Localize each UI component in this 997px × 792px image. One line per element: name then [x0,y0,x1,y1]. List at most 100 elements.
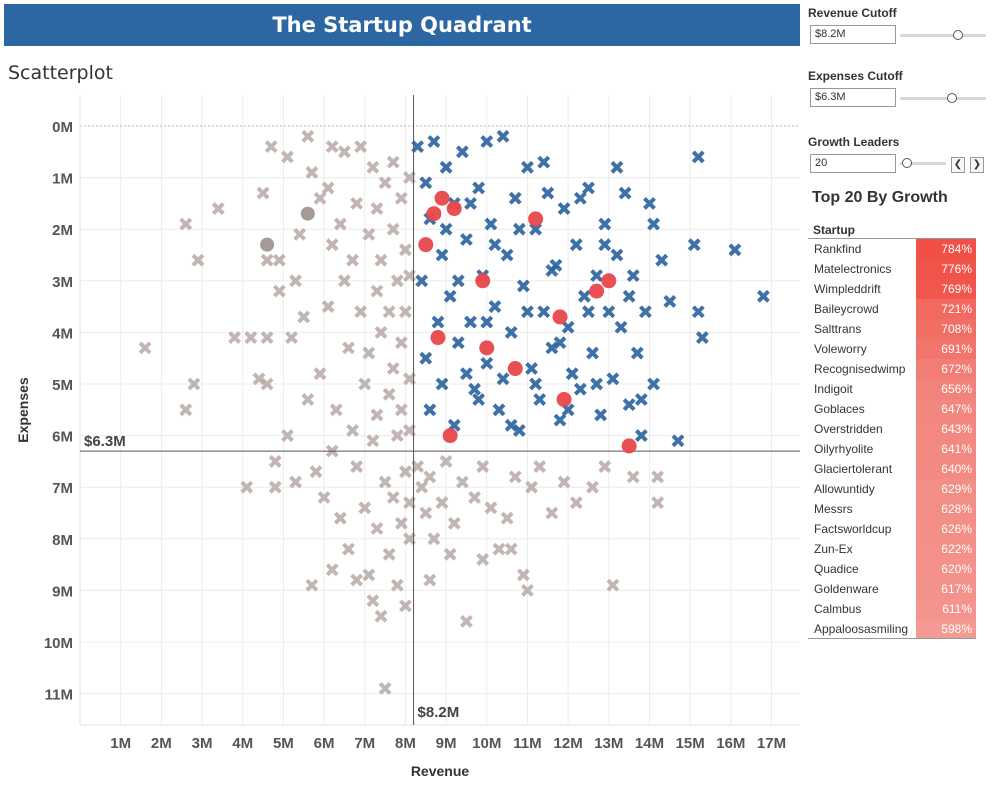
startup-point[interactable] [606,578,620,592]
startup-point[interactable] [362,568,376,582]
startup-point[interactable] [525,480,538,494]
table-row[interactable]: Calmbus 611% [808,599,976,619]
startup-point[interactable] [362,346,376,360]
startup-point[interactable] [508,470,522,484]
startup-point[interactable] [435,377,449,391]
startup-point[interactable] [565,367,579,381]
startup-point[interactable] [443,289,457,303]
table-row[interactable]: Matelectronics 776% [808,259,976,279]
startup-point[interactable] [358,377,372,391]
startup-point[interactable] [386,222,400,236]
startup-point[interactable] [386,362,400,375]
startup-point[interactable] [378,176,392,190]
startup-point[interactable] [573,191,587,205]
startup-point[interactable] [464,196,477,210]
startup-point[interactable] [622,398,636,412]
startup-point[interactable] [476,553,490,566]
startup-point[interactable] [191,253,205,267]
startup-point[interactable] [325,238,339,252]
startup-point[interactable] [403,269,416,283]
startup-point[interactable] [756,289,770,303]
table-row[interactable]: Goblaces 647% [808,399,976,419]
startup-point[interactable] [500,511,514,525]
startup-point[interactable] [545,506,559,520]
startup-point[interactable] [382,305,396,319]
table-row[interactable]: Voleworry 691% [808,339,976,359]
startup-point[interactable] [390,578,404,592]
growth-leaders-slider[interactable] [900,162,946,165]
revenue-cutoff-slider[interactable] [900,34,986,37]
startup-point[interactable] [346,424,359,437]
startup-point[interactable] [468,491,481,504]
startup-point[interactable] [403,496,416,510]
leader-point[interactable] [434,190,450,206]
startup-point[interactable] [655,253,669,267]
table-row[interactable]: Allowuntidy 629% [808,479,976,499]
startup-point[interactable] [594,408,608,422]
startup-point[interactable] [431,315,445,329]
leader-point[interactable] [528,211,544,227]
startup-point[interactable] [663,295,677,308]
startup-point[interactable] [464,315,477,329]
startup-point[interactable] [643,196,656,210]
startup-point[interactable] [370,284,384,298]
startup-point[interactable] [370,202,384,215]
startup-point[interactable] [354,140,368,154]
startup-point[interactable] [268,454,282,468]
table-row[interactable]: Factsworldcup 626% [808,519,976,539]
startup-point[interactable] [626,269,640,283]
table-row[interactable]: Appaloosasmiling 598% [808,619,976,639]
startup-point[interactable] [521,583,534,597]
startup-point[interactable] [651,496,665,510]
startup-point[interactable] [386,491,400,504]
startup-point[interactable] [504,542,518,556]
startup-point[interactable] [362,227,376,241]
startup-point[interactable] [346,253,359,267]
leader-point[interactable] [601,273,617,289]
startup-point[interactable] [403,171,416,185]
startup-point[interactable] [272,284,286,298]
startup-point[interactable] [289,475,303,489]
leader-point[interactable] [552,309,568,325]
startup-point[interactable] [350,460,364,473]
table-row[interactable]: Salttrans 708% [808,319,976,339]
startup-point[interactable] [390,429,404,443]
startup-point[interactable] [606,372,620,386]
startup-point[interactable] [374,253,388,267]
startup-point[interactable] [484,501,498,515]
startup-point[interactable] [451,274,465,288]
startup-point[interactable] [476,460,490,473]
startup-point[interactable] [492,403,506,417]
startup-point[interactable] [541,186,555,200]
startup-point[interactable] [386,155,400,169]
startup-point[interactable] [244,331,258,344]
startup-point[interactable] [435,496,449,510]
startup-point[interactable] [439,454,453,468]
startup-point[interactable] [260,331,274,344]
startup-point[interactable] [586,346,599,360]
startup-point[interactable] [460,367,473,381]
startup-point[interactable] [545,341,559,355]
startup-point[interactable] [639,305,652,319]
startup-point[interactable] [569,238,583,252]
leader-point[interactable] [426,206,442,222]
startup-point[interactable] [321,300,335,314]
leader-point-gray[interactable] [260,237,275,252]
startup-point[interactable] [370,522,384,535]
startup-point[interactable] [342,542,355,556]
startup-point[interactable] [651,470,665,484]
startup-point[interactable] [394,191,408,205]
startup-point[interactable] [492,542,506,556]
startup-point[interactable] [590,269,604,283]
startup-point[interactable] [415,480,429,494]
startup-point[interactable] [533,460,547,473]
startup-point[interactable] [293,227,307,241]
table-row[interactable]: Glaciertolerant 640% [808,459,976,479]
table-row[interactable]: Wimpleddrift 769% [808,279,976,299]
startup-point[interactable] [460,614,473,628]
revenue-cutoff-input[interactable]: $8.2M [810,25,896,44]
table-row[interactable]: Zun-Ex 622% [808,539,976,559]
startup-point[interactable] [610,248,624,262]
startup-point[interactable] [399,305,412,319]
startup-point[interactable] [553,413,567,427]
